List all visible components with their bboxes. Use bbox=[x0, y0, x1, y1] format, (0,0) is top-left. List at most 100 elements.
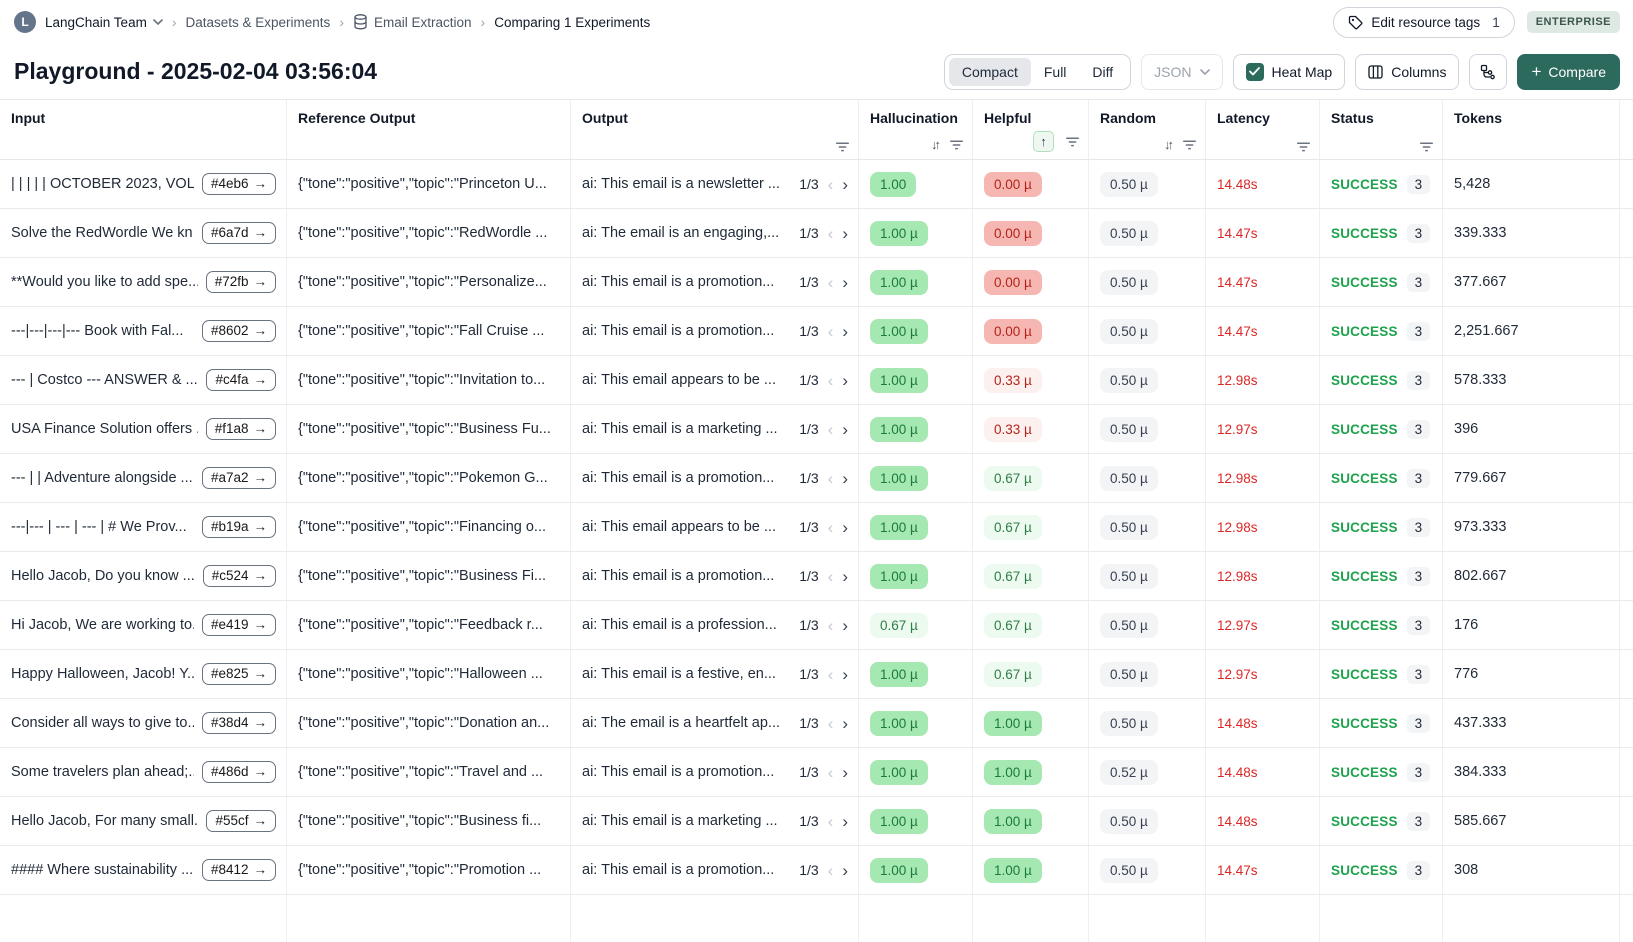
table-row[interactable]: Solve the RedWordle We kn... #6a7d → {"tone… bbox=[0, 209, 1633, 258]
status-badge: SUCCESS 3 bbox=[1331, 762, 1431, 782]
pager-prev-icon[interactable]: ‹ bbox=[827, 713, 834, 733]
pager-next-icon[interactable]: › bbox=[842, 517, 848, 537]
pager-next-icon[interactable]: › bbox=[842, 370, 848, 390]
pager-next-icon[interactable]: › bbox=[842, 664, 848, 684]
latency-value: 12.98s bbox=[1217, 372, 1258, 388]
pager-next-icon[interactable]: › bbox=[842, 615, 848, 635]
tokens-value: 5,428 bbox=[1454, 176, 1491, 192]
output-pager: 1/3 ‹ › bbox=[799, 470, 848, 487]
arrow-right-icon: → bbox=[253, 274, 268, 289]
heat-map-toggle[interactable]: Heat Map bbox=[1232, 53, 1346, 90]
example-id-badge[interactable]: #e825 → bbox=[201, 663, 276, 685]
view-mode-diff[interactable]: Diff bbox=[1092, 63, 1114, 80]
table-row[interactable]: --- | | Adventure alongside ... #a7a2 → {"t… bbox=[0, 454, 1633, 503]
table-row[interactable]: ---|---|---|--- Book with Fal... #8602 → {"… bbox=[0, 307, 1633, 356]
view-mode-compact[interactable]: Compact bbox=[948, 57, 1031, 86]
filter-icon[interactable] bbox=[1183, 140, 1196, 150]
table-row[interactable]: ---|--- | --- | --- | # We Prov... #b19a →… bbox=[0, 503, 1633, 552]
pager-next-icon[interactable]: › bbox=[842, 272, 848, 292]
breadcrumb-dataset-link[interactable]: Email Extraction bbox=[353, 14, 472, 30]
pager-prev-icon[interactable]: ‹ bbox=[827, 517, 834, 537]
format-select[interactable]: JSON bbox=[1141, 53, 1223, 90]
example-id-badge[interactable]: #c4fa → bbox=[206, 369, 276, 391]
pager-next-icon[interactable]: › bbox=[842, 468, 848, 488]
example-id-badge[interactable]: #55cf → bbox=[206, 810, 276, 832]
example-id-badge[interactable]: #c524 → bbox=[202, 565, 276, 587]
example-id-badge[interactable]: #e419 → bbox=[201, 614, 276, 636]
helpful-cell: 0.33 µ bbox=[973, 356, 1089, 404]
row-gutter bbox=[1620, 699, 1633, 747]
example-id: #38d4 bbox=[210, 715, 249, 730]
pager-prev-icon[interactable]: ‹ bbox=[827, 370, 834, 390]
random-score-badge: 0.50 µ bbox=[1100, 318, 1158, 344]
table-row[interactable]: USA Finance Solution offers ... #f1a8 → {"t… bbox=[0, 405, 1633, 454]
table-row[interactable]: Hello Jacob, For many small... #55cf → {"to… bbox=[0, 797, 1633, 846]
team-switcher[interactable]: LangChain Team bbox=[45, 15, 163, 30]
table-row[interactable]: | | | | | OCTOBER 2023, VOL... #4eb6 → {"to… bbox=[0, 160, 1633, 209]
table-row[interactable]: Some travelers plan ahead;... #486d → {"ton… bbox=[0, 748, 1633, 797]
pager-next-icon[interactable]: › bbox=[842, 174, 848, 194]
sort-ascending-active-icon[interactable]: ↑ bbox=[1033, 131, 1054, 152]
example-id-badge[interactable]: #f1a8 → bbox=[205, 418, 276, 440]
edit-resource-tags-button[interactable]: Edit resource tags 1 bbox=[1333, 6, 1515, 38]
table-row[interactable]: Hi Jacob, We are working to... #e419 → {"to… bbox=[0, 601, 1633, 650]
breadcrumb-datasets-link[interactable]: Datasets & Experiments bbox=[185, 14, 331, 30]
output-pager: 1/3 ‹ › bbox=[799, 666, 848, 683]
pager-prev-icon[interactable]: ‹ bbox=[827, 272, 834, 292]
example-id-badge[interactable]: #a7a2 → bbox=[201, 467, 276, 489]
example-id-badge[interactable]: #b19a → bbox=[201, 516, 276, 538]
pager-prev-icon[interactable]: ‹ bbox=[827, 223, 834, 243]
database-icon bbox=[353, 14, 368, 30]
columns-button[interactable]: Columns bbox=[1355, 53, 1460, 90]
example-id-badge[interactable]: #38d4 → bbox=[201, 712, 276, 734]
sort-icon[interactable]: ↓↑ bbox=[1164, 137, 1174, 152]
pager-prev-icon[interactable]: ‹ bbox=[827, 468, 834, 488]
pager-next-icon[interactable]: › bbox=[842, 860, 848, 880]
pager-prev-icon[interactable]: ‹ bbox=[827, 762, 834, 782]
table-row[interactable]: **Would you like to add spe... #72fb → {"to… bbox=[0, 258, 1633, 307]
pager-prev-icon[interactable]: ‹ bbox=[827, 811, 834, 831]
filter-icon[interactable] bbox=[836, 142, 849, 152]
pager-next-icon[interactable]: › bbox=[842, 566, 848, 586]
pager-prev-icon[interactable]: ‹ bbox=[827, 860, 834, 880]
table-row[interactable]: Hello Jacob, Do you know ... #c524 → {"tone… bbox=[0, 552, 1633, 601]
pager-next-icon[interactable]: › bbox=[842, 713, 848, 733]
example-id-badge[interactable]: #6a7d → bbox=[201, 222, 276, 244]
pager-prev-icon[interactable]: ‹ bbox=[827, 566, 834, 586]
example-id-badge[interactable]: #4eb6 → bbox=[201, 173, 276, 195]
pager-prev-icon[interactable]: ‹ bbox=[827, 419, 834, 439]
compare-button[interactable]: + Compare bbox=[1517, 53, 1620, 90]
example-id-badge[interactable]: #8412 → bbox=[201, 859, 276, 881]
hallucination-cell: 1.00 µ bbox=[859, 258, 973, 306]
table-row[interactable]: Happy Halloween, Jacob! Y... #e825 → {"tone… bbox=[0, 650, 1633, 699]
table-row[interactable]: --- | Costco --- ANSWER & ... #c4fa → {"ton… bbox=[0, 356, 1633, 405]
view-mode-full[interactable]: Full bbox=[1043, 63, 1067, 80]
heat-map-checkbox[interactable] bbox=[1245, 62, 1264, 81]
status-count-badge: 3 bbox=[1406, 419, 1431, 439]
example-id-badge[interactable]: #8602 → bbox=[201, 320, 276, 342]
table-row[interactable]: #### Where sustainability ... #8412 → {"ton… bbox=[0, 846, 1633, 895]
sort-icon[interactable]: ↓↑ bbox=[931, 137, 941, 152]
pager-prev-icon[interactable]: ‹ bbox=[827, 174, 834, 194]
trace-tree-view-button[interactable] bbox=[1469, 53, 1508, 90]
pager-next-icon[interactable]: › bbox=[842, 811, 848, 831]
filter-icon[interactable] bbox=[1420, 142, 1433, 152]
pager-next-icon[interactable]: › bbox=[842, 223, 848, 243]
reference-output-text: {"tone":"positive","topic":"Invitation t… bbox=[298, 372, 546, 388]
pager-prev-icon[interactable]: ‹ bbox=[827, 664, 834, 684]
helpful-cell: 0.00 µ bbox=[973, 258, 1089, 306]
filter-icon[interactable] bbox=[950, 140, 963, 150]
pager-next-icon[interactable]: › bbox=[842, 419, 848, 439]
tokens-value: 973.333 bbox=[1454, 519, 1507, 535]
filter-icon[interactable] bbox=[1066, 137, 1079, 147]
pager-prev-icon[interactable]: ‹ bbox=[827, 321, 834, 341]
example-id-badge[interactable]: #486d → bbox=[201, 761, 276, 783]
status-text: SUCCESS bbox=[1331, 568, 1398, 584]
filter-icon[interactable] bbox=[1297, 142, 1310, 152]
pager-next-icon[interactable]: › bbox=[842, 762, 848, 782]
table-row[interactable]: Consider all ways to give to... #38d4 → {"t… bbox=[0, 699, 1633, 748]
dataset-name: Email Extraction bbox=[373, 14, 472, 30]
pager-next-icon[interactable]: › bbox=[842, 321, 848, 341]
example-id-badge[interactable]: #72fb → bbox=[205, 271, 276, 293]
pager-prev-icon[interactable]: ‹ bbox=[827, 615, 834, 635]
